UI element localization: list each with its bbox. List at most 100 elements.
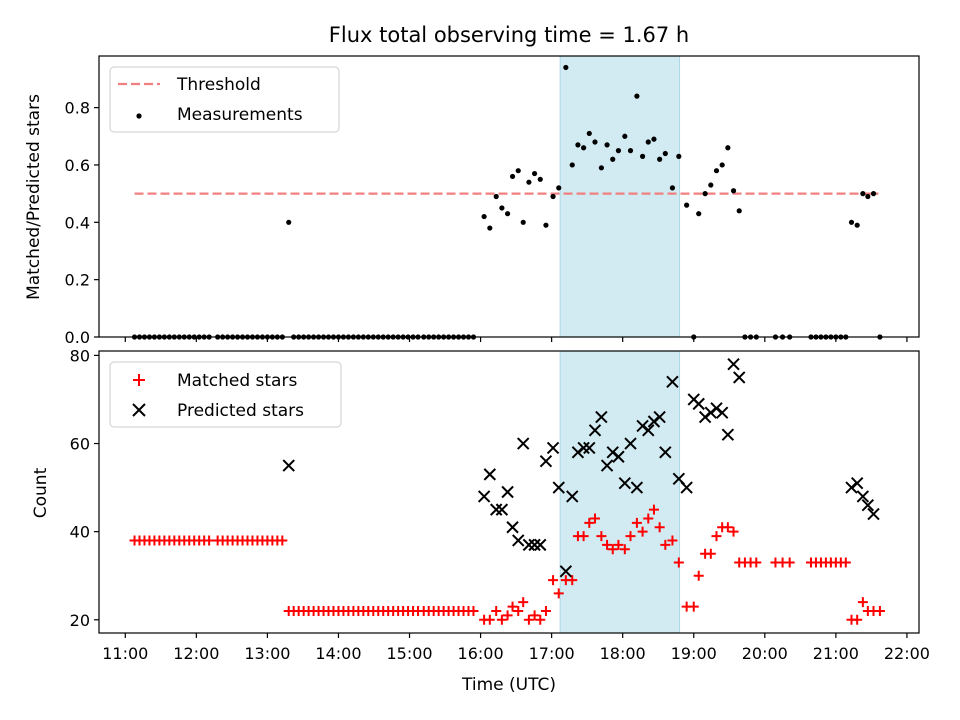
predicted-point: [624, 437, 637, 450]
y-tick-label: 0.8: [65, 99, 90, 118]
x-tick-label: 22:00: [884, 644, 930, 663]
top-panel: 0.00.20.40.60.8 Matched/Predicted stars …: [24, 55, 920, 347]
predicted-point: [727, 358, 740, 371]
y-tick-label: 0.0: [65, 328, 90, 347]
predicted-point: [522, 538, 536, 552]
matched-point: [548, 575, 559, 586]
matched-point: [578, 531, 589, 542]
y-tick-label: 0.6: [65, 156, 90, 175]
matched-point: [619, 544, 630, 555]
predicted-point: [618, 476, 632, 490]
measurement-point: [543, 222, 549, 228]
top-legend-box: [109, 66, 340, 133]
matched-point: [589, 513, 600, 524]
matched-point: [852, 614, 863, 625]
matched-point: [491, 605, 502, 616]
predicted-point: [517, 437, 530, 450]
top-axes-frame: [98, 55, 920, 338]
top-x-ticks: [124, 337, 908, 342]
matched-point: [607, 544, 618, 555]
measurement-point: [537, 176, 543, 182]
measurement-point: [651, 136, 657, 142]
predicted-point: [546, 441, 560, 455]
measurement-points: [131, 64, 883, 340]
predicted-point: [490, 503, 503, 516]
matched-point: [596, 531, 607, 542]
measurement-point: [504, 211, 511, 217]
predicted-point: [692, 397, 705, 411]
predicted-point: [659, 446, 672, 459]
legend-matched-label: Matched stars: [177, 371, 297, 391]
legend-predicted-swatch: [132, 403, 146, 417]
predicted-point: [715, 406, 729, 419]
predicted-point: [850, 476, 864, 490]
top-legend: Threshold Measurements: [109, 66, 340, 133]
matched-point: [518, 597, 529, 608]
measurement-point: [713, 168, 720, 174]
matched-point: [637, 526, 648, 537]
measurement-point: [526, 179, 532, 185]
matched-point: [496, 614, 507, 625]
bottom-y-ticks: 20 40 60 80: [70, 346, 99, 630]
matched-point: [673, 557, 684, 568]
matched-point: [484, 614, 495, 625]
top-y-axis-label: Matched/Predicted stars: [24, 94, 44, 300]
predicted-point: [512, 534, 525, 547]
measurement-point: [860, 191, 866, 197]
predicted-point: [867, 507, 880, 521]
x-tick-label: 14:00: [315, 644, 361, 663]
matched-point: [529, 610, 540, 621]
predicted-point: [559, 565, 573, 578]
measurement-point: [487, 225, 493, 231]
predicted-point: [630, 481, 644, 494]
predicted-point: [552, 481, 565, 494]
measurement-point: [736, 208, 742, 214]
legend-matched-swatch: [133, 374, 145, 386]
measurement-point: [493, 193, 499, 200]
predicted-point: [600, 459, 614, 472]
measurement-point: [669, 185, 676, 191]
measurement-point: [481, 213, 487, 220]
measurement-point: [696, 211, 702, 217]
bottom-legend: Matched stars Predicted stars: [109, 361, 342, 428]
matched-point: [523, 614, 534, 625]
x-tick-label: 12:00: [173, 644, 219, 663]
predicted-point: [642, 424, 655, 437]
matched-point: [613, 539, 624, 550]
x-tick-label: 21:00: [813, 644, 859, 663]
matched-point: [602, 539, 613, 550]
matched-point: [667, 535, 678, 546]
y-tick-label: 80: [70, 346, 90, 365]
predicted-point: [528, 538, 541, 552]
predicted-point: [534, 538, 547, 552]
predicted-point: [680, 481, 693, 494]
predicted-point: [539, 454, 553, 468]
predicted-point: [577, 441, 590, 455]
measurement-point: [604, 142, 610, 148]
measurement-point: [719, 162, 725, 168]
matched-point: [784, 557, 795, 568]
measurement-point: [725, 145, 731, 151]
measurement-point: [610, 156, 616, 162]
bottom-y-axis-label: Count: [31, 467, 51, 518]
measurement-point: [575, 142, 581, 148]
legend-predicted-label: Predicted stars: [177, 401, 304, 421]
legend-threshold-label: Threshold: [176, 75, 261, 95]
predicted-point: [612, 450, 625, 463]
x-tick-label: 16:00: [458, 644, 504, 663]
measurement-point: [509, 173, 516, 180]
matched-point: [840, 557, 851, 568]
matched-point: [857, 597, 868, 608]
x-tick-label: 13:00: [244, 644, 290, 663]
predicted-point: [595, 410, 608, 424]
predicted-point: [721, 428, 735, 441]
measurement-point: [684, 202, 690, 208]
predicted-point: [282, 459, 295, 472]
measurement-point: [550, 193, 556, 200]
measurement-point: [520, 219, 526, 225]
measurement-point: [515, 168, 521, 174]
predicted-point: [501, 485, 514, 499]
measurement-point: [657, 156, 663, 162]
y-tick-label: 0.4: [65, 213, 90, 232]
